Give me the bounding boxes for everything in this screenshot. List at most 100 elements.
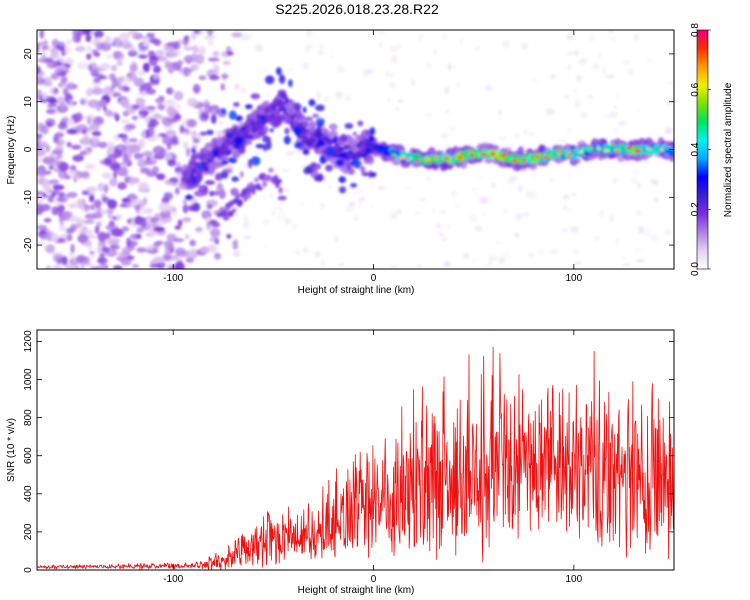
spectrogram-cell [275, 67, 282, 76]
spectrogram-cell [148, 136, 157, 142]
spectrogram-cell [275, 178, 283, 184]
spectrogram-cell [670, 146, 674, 154]
spectrogram-cell [185, 257, 195, 263]
spectrogram-cell [343, 144, 351, 150]
spectrogram-cell [389, 264, 399, 269]
spectrogram-cell [233, 102, 240, 107]
spectrogram-cell [344, 123, 354, 129]
spectrogram-cell [283, 115, 292, 125]
spectrogram-cell [49, 87, 55, 96]
spectrogram-cell [55, 144, 64, 153]
spectrogram-cell [77, 233, 88, 244]
spectrogram-cell [106, 208, 115, 214]
spectrogram-cell [294, 250, 301, 256]
spectrogram-cell [515, 212, 523, 221]
spectrogram-cell [205, 151, 213, 158]
spectrogram-cell [76, 254, 86, 263]
spectrogram-cell [164, 98, 176, 108]
spectrogram-cell [104, 37, 112, 44]
spectrogram-cell [157, 104, 166, 111]
spectrogram-cell [121, 133, 128, 143]
spectrogram-cell [184, 195, 194, 200]
spectrogram-cell [549, 177, 554, 183]
spectrogram-cell [136, 80, 142, 87]
spectrogram-cell [105, 231, 111, 240]
spectrogram-cell [182, 217, 192, 223]
spectrogram-cell [542, 155, 550, 159]
spectrogram-cell [203, 99, 210, 104]
spectrogram-cell [86, 45, 92, 53]
spectrogram-cell [84, 163, 96, 170]
spectrogram-cell [498, 136, 507, 141]
spectrogram-cell [358, 145, 367, 153]
spectrogram-cell [161, 116, 173, 127]
spectrogram-cell [239, 170, 245, 178]
spectrogram-cell [243, 215, 249, 223]
spectrogram-cell [633, 34, 640, 41]
spectrogram-cell [60, 211, 72, 221]
spectrogram-cell [186, 147, 191, 157]
spectrogram-cell [536, 248, 544, 255]
spectrogram-cell [153, 256, 165, 264]
spectrogram-cell [84, 219, 95, 225]
spectrogram-cell [37, 43, 41, 52]
spectrogram-cell [87, 99, 100, 109]
spectrogram-cell [51, 49, 60, 60]
spectrogram-cell [334, 90, 344, 99]
spectrogram-cell [567, 65, 571, 70]
spectrogram-cell [646, 147, 652, 151]
spectrogram-cell [135, 97, 146, 106]
spectrogram-cell [238, 199, 243, 207]
spectrogram-cell [56, 197, 66, 202]
spectrogram-cell [71, 144, 82, 150]
spectrogram-cell [667, 79, 674, 86]
spectrogram-cell [115, 213, 123, 220]
spectrogram-cell [325, 146, 334, 157]
spectrogram-cell [153, 226, 165, 232]
spectrogram-cell [145, 159, 158, 165]
spectrogram-cell [210, 114, 217, 124]
spectrogram-cell [89, 250, 96, 260]
spectrogram-cell [285, 151, 295, 156]
spectrogram-cell [218, 120, 224, 126]
spectrogram-cell [37, 66, 42, 74]
spectrogram-cell [57, 191, 65, 198]
spectrogram-cell [102, 196, 111, 204]
spectrogram-cell [147, 50, 156, 58]
spectrogram-cell [444, 86, 450, 94]
spectrogram-cell [192, 144, 198, 150]
spectrogram-cell [91, 38, 97, 46]
spectrogram-cell [339, 263, 345, 267]
spectrogram-cell [312, 163, 322, 170]
spectrogram-cell [168, 205, 175, 213]
spectrogram-cell [99, 263, 109, 269]
spectrogram-cell [387, 97, 391, 103]
spectrogram-cell [158, 202, 170, 212]
spectrogram-cell [138, 198, 143, 205]
spectrogram-cell [57, 238, 66, 244]
spectrogram-cell [166, 106, 176, 114]
spectrogram-cell [358, 195, 366, 203]
spectrogram-cell [164, 244, 172, 255]
spectrogram-cell [573, 50, 580, 57]
spectrogram-cell [432, 208, 436, 212]
spectrogram-cell [619, 256, 629, 261]
spectrogram-cell [514, 133, 521, 139]
spectrogram-cell [632, 170, 640, 176]
spectrogram-cell [92, 211, 103, 219]
y-tick-label: 800 [23, 409, 34, 426]
spectrogram-cell [494, 240, 504, 245]
spectrogram-cell [613, 105, 618, 109]
spectrogram-cell [56, 104, 69, 113]
spectrogram-cell [357, 120, 364, 127]
spectrogram-cell [136, 226, 144, 234]
spectrogram-cell [187, 97, 198, 107]
spectrogram-cell [55, 160, 66, 169]
spectrogram-cell [353, 191, 357, 197]
spectrogram-cell [227, 210, 235, 217]
spectrogram-cell [56, 96, 66, 105]
spectrogram-cell [348, 201, 356, 207]
snr-y-label: SNR (10 * v/v) [6, 418, 17, 482]
spectrogram-cell [109, 177, 118, 187]
spectrogram-cell [609, 111, 619, 118]
